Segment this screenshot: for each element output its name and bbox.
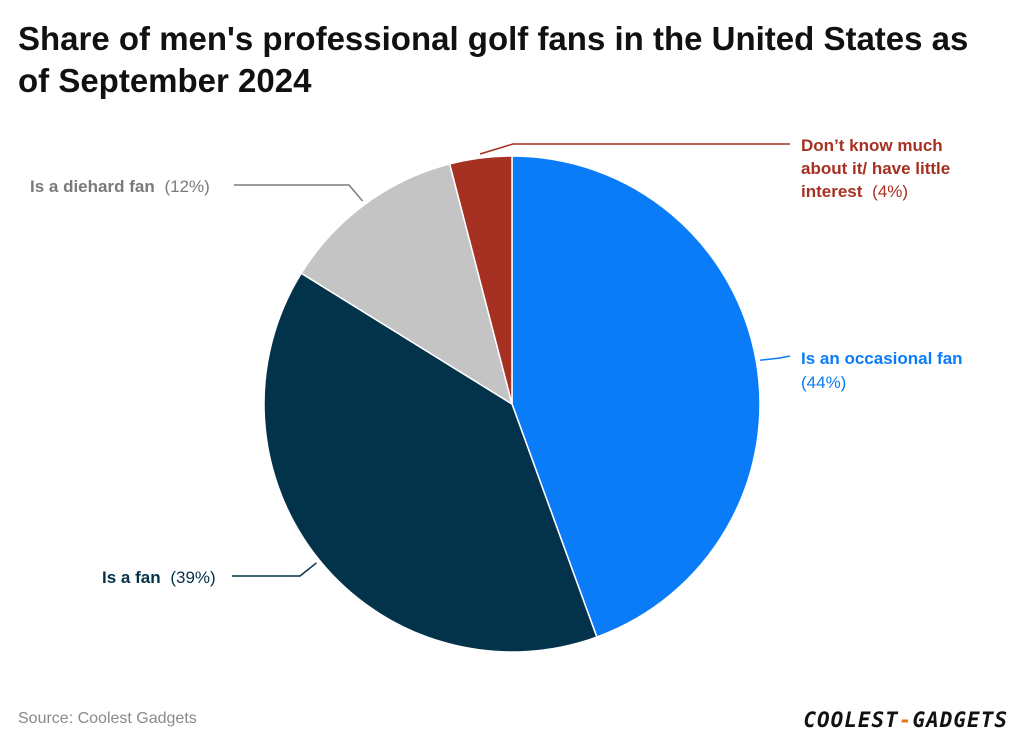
coolest-gadgets-logo: COOLEST-GADGETS (803, 708, 1008, 732)
label-diehard-fan-name: Is a diehard fan (30, 177, 155, 196)
pie-slices (263, 155, 761, 653)
logo-part2: GADGETS (912, 708, 1008, 732)
label-fan: Is a fan (39%) (102, 568, 216, 587)
label-dont-know: Don’t know much about it/ have little in… (801, 136, 955, 201)
label-diehard-fan: Is a diehard fan (12%) (30, 177, 210, 196)
leader-line-diehard-fan (234, 184, 364, 202)
pie-slice-fan (263, 272, 598, 653)
source-note: Source: Coolest Gadgets (18, 710, 197, 727)
label-dont-know-line3: interest (801, 182, 863, 201)
leader-line-fan (232, 562, 317, 577)
pie-slice-diehard-fan (300, 163, 514, 406)
label-dont-know-line2: about it/ have little (801, 159, 950, 178)
leader-line-dont-know (479, 143, 790, 155)
leader-line-occasional-fan (760, 355, 791, 361)
label-occasional-fan-value: (44%) (801, 373, 846, 392)
logo-dash: - (898, 708, 913, 732)
pie-slice-dont-know (448, 155, 513, 405)
label-fan-value: (39%) (170, 568, 215, 587)
leader-lines (232, 143, 791, 577)
chart-title: Share of men's professional golf fans in… (18, 20, 969, 99)
logo-part1: COOLEST (803, 708, 899, 732)
label-diehard-fan-value: (12%) (164, 177, 209, 196)
label-dont-know-line1: Don’t know much (801, 136, 943, 155)
label-occasional-fan-name: Is an occasional fan (801, 349, 963, 368)
label-occasional-fan: Is an occasional fan (44%) (801, 349, 967, 392)
label-dont-know-value: (4%) (872, 182, 908, 201)
label-fan-name: Is a fan (102, 568, 161, 587)
pie-slice-occasional-fan (511, 155, 761, 639)
